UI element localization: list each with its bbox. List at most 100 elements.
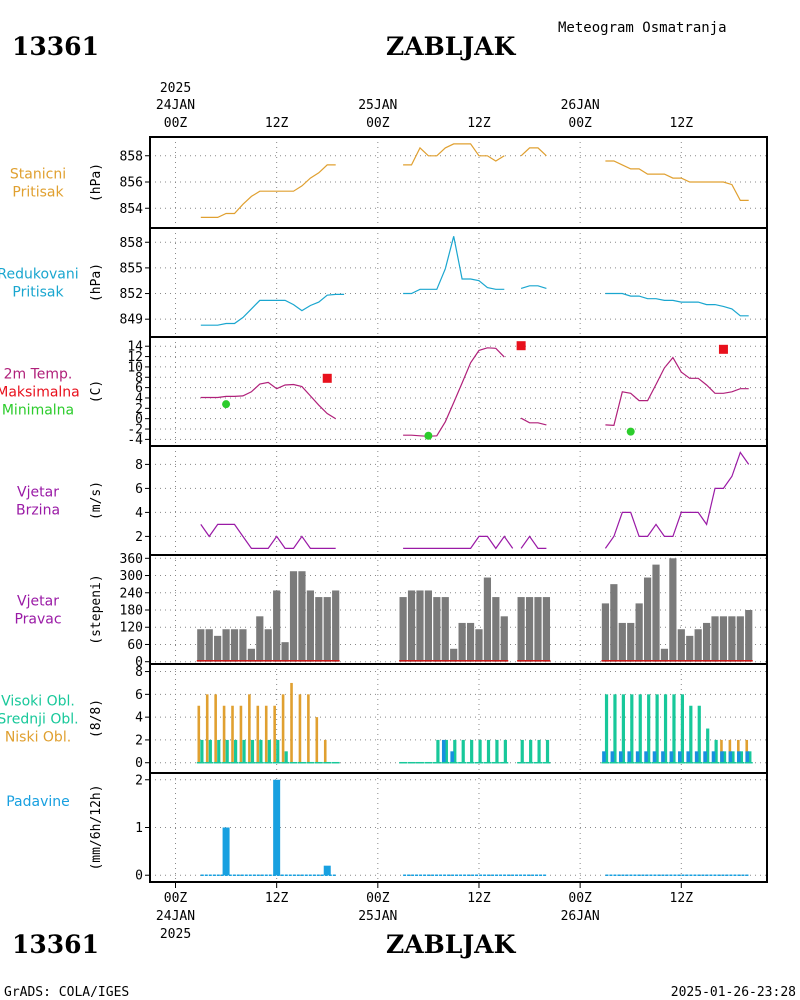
- panel-dir: 0 60 120 180 240 300 360 (stepeni) Vjetar Pravac: [14, 552, 767, 670]
- series-line: [520, 535, 547, 550]
- high-cloud-bar: [630, 694, 634, 763]
- y-tick-label: 0: [135, 412, 143, 427]
- tmax-marker: [322, 373, 332, 383]
- direction-bar: [694, 629, 702, 662]
- direction-bar: [205, 629, 213, 662]
- series-line: [200, 381, 337, 420]
- direction-bar: [517, 597, 525, 662]
- direction-bar: [483, 577, 492, 662]
- mid-cloud-bar: [720, 751, 724, 763]
- y-tick-label: 852: [120, 287, 143, 302]
- y-tick-label: 858: [120, 149, 143, 164]
- direction-bar: [315, 597, 323, 662]
- low-cloud-bar: [290, 682, 293, 763]
- high-cloud-bar: [706, 728, 710, 763]
- mid-cloud-bar: [737, 751, 741, 763]
- footer-timestamp: 2025-01-26-23:28: [671, 985, 796, 1000]
- direction-bar: [500, 616, 508, 662]
- bottom-hour-label: 12Z: [670, 891, 694, 906]
- mid-cloud-bar: [652, 751, 657, 763]
- panel-label: Minimalna: [2, 403, 74, 419]
- series-line: [403, 347, 505, 437]
- bottom-hour-label: 00Z: [164, 891, 188, 906]
- high-cloud-bar: [276, 739, 280, 763]
- high-cloud-bar: [242, 739, 246, 763]
- direction-bar: [256, 616, 264, 662]
- high-cloud-bar: [621, 694, 625, 763]
- y-tick-label: 120: [120, 621, 143, 636]
- y-tick-label: 8: [135, 371, 143, 386]
- top-hour-label: 12Z: [467, 116, 491, 131]
- series-line: [605, 292, 749, 317]
- mid-cloud-bar: [644, 751, 648, 763]
- direction-bar: [610, 584, 618, 662]
- y-tick-label: 849: [120, 313, 143, 328]
- low-cloud-bar: [273, 705, 276, 763]
- panel-label: Redukovani: [0, 267, 79, 283]
- direction-bar: [711, 616, 719, 662]
- direction-bar: [289, 571, 298, 662]
- high-cloud-bar: [217, 739, 221, 763]
- y-axis-unit: (C): [89, 380, 104, 403]
- low-cloud-bar: [281, 694, 285, 763]
- mid-cloud-bar: [602, 751, 606, 763]
- direction-bar: [643, 577, 652, 662]
- direction-bar: [601, 603, 610, 662]
- direction-bar: [399, 597, 407, 662]
- mid-cloud-bar: [618, 751, 623, 763]
- station-id-top: 13361: [12, 32, 99, 61]
- panel-frame: [149, 772, 768, 883]
- direction-bar: [534, 597, 542, 662]
- series-line: [520, 147, 547, 157]
- y-tick-label: 14: [127, 340, 143, 355]
- bottom-hour-label: 12Z: [265, 891, 289, 906]
- direction-bar: [702, 622, 711, 662]
- mid-cloud-bar: [728, 751, 733, 763]
- y-tick-label: 300: [120, 569, 143, 584]
- mid-cloud-bar: [703, 751, 707, 763]
- direction-bar: [323, 597, 331, 662]
- panel-precip: 0 1 2 (mm/6h/12h) Padavine: [6, 773, 767, 884]
- bottom-date-label: 25JAN: [358, 909, 397, 924]
- y-tick-label: 2: [135, 773, 143, 788]
- direction-bar: [466, 622, 475, 662]
- y-tick-label: 0: [135, 756, 143, 771]
- series-line: [200, 523, 336, 550]
- y-axis-unit: (hPa): [89, 263, 104, 302]
- y-tick-label: -2: [127, 423, 143, 438]
- panel-label: Stanicni: [10, 167, 66, 183]
- top-year-label: 2025: [160, 81, 191, 96]
- high-cloud-bar: [470, 739, 474, 763]
- high-cloud-bar: [545, 739, 550, 763]
- direction-bar: [247, 648, 255, 662]
- low-cloud-bar: [214, 694, 217, 763]
- direction-bar: [736, 616, 744, 662]
- direction-bar: [660, 648, 669, 662]
- direction-bar: [475, 629, 483, 662]
- high-cloud-bar: [267, 739, 271, 763]
- high-cloud-bar: [680, 694, 684, 763]
- panel-label: Niski Obl.: [5, 730, 71, 746]
- top-date-label: 25JAN: [358, 98, 397, 113]
- direction-bar: [332, 590, 340, 662]
- direction-bar: [618, 622, 626, 662]
- panel-pressure: 854 856 858 (hPa) Stanicni Pritisak: [10, 137, 767, 228]
- mid-cloud-bar: [711, 751, 716, 763]
- top-date-label: 26JAN: [561, 98, 600, 113]
- panel-reduced: 849 852 855 858 (hPa) Redukovani Pritisak: [0, 228, 767, 337]
- high-cloud-bar: [234, 739, 238, 763]
- direction-bar: [652, 564, 660, 662]
- low-cloud-bar: [315, 717, 319, 763]
- y-tick-label: 60: [127, 638, 143, 653]
- top-hour-label: 12Z: [265, 116, 289, 131]
- high-cloud-bar: [697, 705, 701, 763]
- mid-cloud-bar: [635, 751, 640, 763]
- high-cloud-bar: [461, 739, 465, 763]
- direction-bar: [728, 616, 736, 662]
- low-cloud-bar: [256, 705, 260, 763]
- high-cloud-bar: [663, 694, 668, 763]
- direction-bar: [424, 590, 432, 662]
- bottom-hour-label: 00Z: [366, 891, 390, 906]
- low-cloud-bar: [239, 705, 243, 763]
